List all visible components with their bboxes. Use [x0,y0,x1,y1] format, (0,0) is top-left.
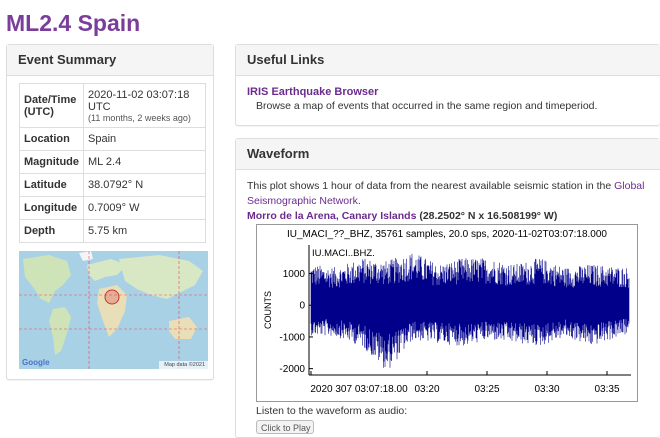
waveform-description: This plot shows 1 hour of data from the … [247,179,647,209]
useful-links-panel: Useful Links IRIS Earthquake Browser Bro… [235,44,660,126]
event-summary-heading: Event Summary [7,45,213,76]
station-name-link[interactable]: Morro de la Arena, Canary Islands [247,210,417,222]
y-tick-label: 1000 [283,269,306,280]
event-summary-table: Date/Time (UTC) 2020-11-02 03:07:18 UTC … [19,83,206,243]
waveform-heading: Waveform [236,139,660,170]
plot-header: IU_MACI_??_BHZ, 35761 samples, 20.0 sps,… [287,229,607,240]
longitude-value: 0.7009° W [83,196,206,220]
event-summary-panel: Event Summary Date/Time (UTC) 2020-11-02… [6,44,214,380]
google-logo: Google [22,358,50,367]
waveform-panel: Waveform This plot shows 1 hour of data … [235,138,660,438]
y-tick-label: -1000 [279,332,305,343]
table-row: Longitude 0.7009° W [19,196,206,220]
location-value: Spain [83,127,206,151]
waveform-description-end: . [357,195,361,207]
iris-earthquake-browser-link[interactable]: IRIS Earthquake Browser [247,86,379,98]
depth-value: 5.75 km [83,219,206,243]
map-attribution: Map data ©2021 [164,362,205,368]
x-tick-label: 03:30 [534,384,559,395]
table-row: Location Spain [19,127,206,151]
x-tick-label: 03:35 [594,384,619,395]
datetime-key: Date/Time (UTC) [19,83,84,128]
location-key: Location [19,127,84,151]
table-row: Latitude 38.0792° N [19,173,206,197]
y-tick-label: 0 [299,301,305,312]
longitude-key: Longitude [19,196,84,220]
x-tick-label: 03:20 [414,384,439,395]
waveform-trace [310,253,630,368]
waveform-description-text: This plot shows 1 hour of data from the … [247,180,615,192]
station-info: Morro de la Arena, Canary Islands (28.25… [247,210,557,222]
audio-label: Listen to the waveform as audio: [256,405,408,417]
table-row: Date/Time (UTC) 2020-11-02 03:07:18 UTC … [19,83,206,128]
useful-links-heading: Useful Links [236,45,660,76]
waveform-chart: IU_MACI_??_BHZ, 35761 samples, 20.0 sps,… [263,229,631,395]
depth-key: Depth [19,219,84,243]
table-row: Depth 5.75 km [19,219,206,243]
station-coords: (28.2502° N x 16.508199° W) [416,210,558,222]
datetime-relative: (11 months, 2 weeks ago) [88,112,191,123]
y-axis-label: COUNTS [263,291,273,329]
play-audio-button[interactable]: Click to Play [256,420,314,434]
table-row: Magnitude ML 2.4 [19,150,206,174]
location-map[interactable]: Google Map data ©2021 [19,251,208,369]
x-tick-label: 03:25 [474,384,499,395]
iris-link-description: Browse a map of events that occurred in … [256,100,598,112]
world-map-graphic [19,251,208,369]
trace-label: IU.MACI..BHZ. [312,248,375,259]
latitude-value: 38.0792° N [83,173,206,197]
magnitude-value: ML 2.4 [83,150,206,174]
latitude-key: Latitude [19,173,84,197]
page-title: ML2.4 Spain [6,10,141,36]
waveform-plot: IU_MACI_??_BHZ, 35761 samples, 20.0 sps,… [256,224,638,402]
y-tick-label: -2000 [279,364,305,375]
x-tick-label: 2020 307 03:07:18.00 [310,384,408,395]
magnitude-key: Magnitude [19,150,84,174]
gsn-link[interactable]: Global Seismographic Network [247,180,645,207]
datetime-value: 2020-11-02 03:07:18 UTC [88,88,190,113]
